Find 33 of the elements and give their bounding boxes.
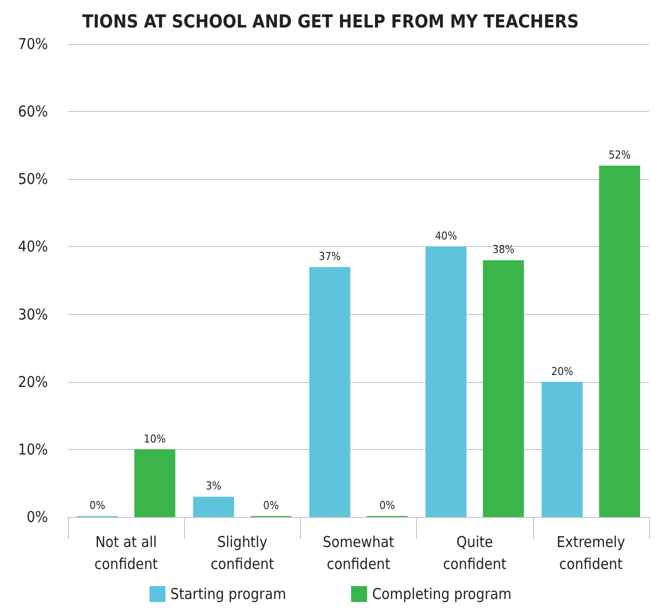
data-label: 37% — [318, 250, 341, 263]
legend-label: Starting program — [170, 585, 286, 603]
data-label: 3% — [206, 480, 222, 493]
data-label: 0% — [90, 499, 106, 512]
y-tick-label: 40% — [18, 238, 48, 256]
y-tick-label: 20% — [18, 372, 48, 391]
x-tick-label: Extremely confident — [556, 533, 626, 573]
data-label: 38% — [492, 243, 514, 256]
x-tick-label: Somewhat confident — [322, 533, 394, 573]
y-tick-label: 10% — [18, 440, 48, 458]
y-tick-label: 50% — [18, 170, 48, 188]
bar — [426, 246, 466, 517]
legend-label: Completing program — [372, 585, 512, 603]
bar — [193, 496, 234, 517]
x-tick-label: Slightly confident — [210, 533, 274, 573]
y-tick-label: 30% — [18, 305, 48, 324]
data-label: 20% — [551, 364, 574, 378]
bar — [482, 260, 524, 517]
data-label: 40% — [435, 230, 457, 243]
bar — [309, 266, 350, 517]
chart-title: TIONS AT SCHOOL AND GET HELP FROM MY TEACHERS — [82, 12, 579, 32]
bar — [542, 382, 583, 517]
x-tick-label: Quite confident — [442, 533, 506, 573]
data-label: 0% — [379, 499, 396, 512]
y-tick-label: 70% — [18, 35, 48, 53]
data-label: 52% — [608, 148, 631, 162]
y-tick-label: 60% — [18, 102, 48, 121]
data-label: 0% — [263, 499, 279, 512]
data-label: 10% — [144, 432, 166, 446]
bar — [599, 166, 640, 517]
y-tick-label: 0% — [26, 508, 48, 526]
bar — [134, 449, 176, 517]
x-tick-label: Not at all confident — [94, 533, 158, 573]
